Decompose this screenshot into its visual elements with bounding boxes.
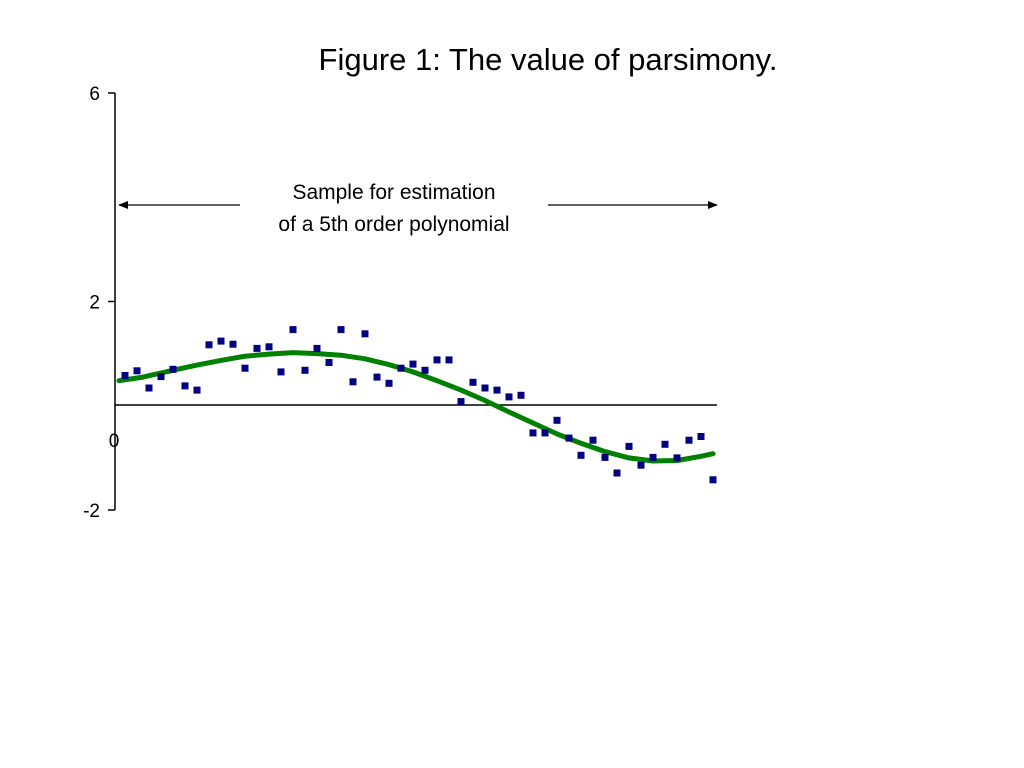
data-point bbox=[697, 433, 705, 440]
data-point bbox=[445, 356, 453, 364]
data-point bbox=[217, 337, 225, 345]
data-point bbox=[577, 451, 585, 459]
data-point bbox=[337, 326, 345, 334]
y-tick-label: 6 bbox=[89, 84, 100, 105]
data-point bbox=[133, 367, 141, 375]
y-tick-label: -2 bbox=[83, 501, 100, 522]
data-point bbox=[349, 378, 357, 386]
data-point bbox=[661, 440, 669, 448]
data-point bbox=[613, 469, 621, 477]
data-point bbox=[673, 454, 681, 462]
data-point bbox=[493, 386, 501, 394]
y-ticks: 6 2 -2 bbox=[83, 84, 115, 522]
data-point bbox=[373, 373, 381, 381]
data-point bbox=[469, 378, 477, 386]
chart-title: Figure 1: The value of parsimony. bbox=[318, 42, 778, 77]
data-point bbox=[529, 429, 537, 437]
data-point bbox=[685, 436, 693, 444]
data-point bbox=[181, 382, 189, 390]
data-point bbox=[409, 360, 417, 368]
data-point bbox=[277, 368, 285, 376]
data-point bbox=[625, 442, 633, 450]
data-point bbox=[505, 393, 513, 401]
fitted-curve-layer bbox=[116, 350, 716, 464]
data-point bbox=[205, 341, 213, 349]
data-point bbox=[517, 391, 525, 399]
data-point bbox=[541, 429, 549, 437]
data-point bbox=[265, 343, 273, 351]
data-point bbox=[553, 416, 561, 424]
annotation-line-2: of a 5th order polynomial bbox=[278, 213, 509, 236]
data-point bbox=[361, 330, 369, 338]
data-point bbox=[241, 364, 249, 372]
data-point bbox=[145, 384, 153, 392]
data-point bbox=[637, 461, 645, 469]
annotation-line-1: Sample for estimation bbox=[292, 181, 495, 204]
data-point bbox=[481, 384, 489, 392]
data-point bbox=[121, 372, 129, 379]
data-point bbox=[457, 398, 465, 406]
data-point bbox=[301, 366, 309, 374]
data-point bbox=[169, 365, 177, 373]
data-point bbox=[649, 453, 657, 461]
data-point bbox=[325, 359, 333, 366]
data-point bbox=[709, 476, 717, 484]
fitted-curve-line bbox=[116, 350, 716, 464]
data-point bbox=[421, 366, 429, 374]
data-points-layer bbox=[121, 326, 717, 484]
data-point bbox=[397, 364, 405, 372]
data-point bbox=[433, 356, 441, 364]
data-point bbox=[157, 373, 165, 381]
data-point bbox=[229, 340, 237, 348]
data-point bbox=[565, 434, 573, 442]
y-tick-label: 2 bbox=[89, 293, 100, 314]
data-point bbox=[313, 344, 321, 352]
data-point bbox=[253, 344, 261, 352]
data-point bbox=[385, 379, 393, 387]
zero-label: 0 bbox=[109, 431, 120, 452]
data-point bbox=[289, 326, 297, 334]
data-point bbox=[193, 386, 201, 394]
data-point bbox=[589, 436, 597, 444]
data-point bbox=[601, 453, 609, 461]
